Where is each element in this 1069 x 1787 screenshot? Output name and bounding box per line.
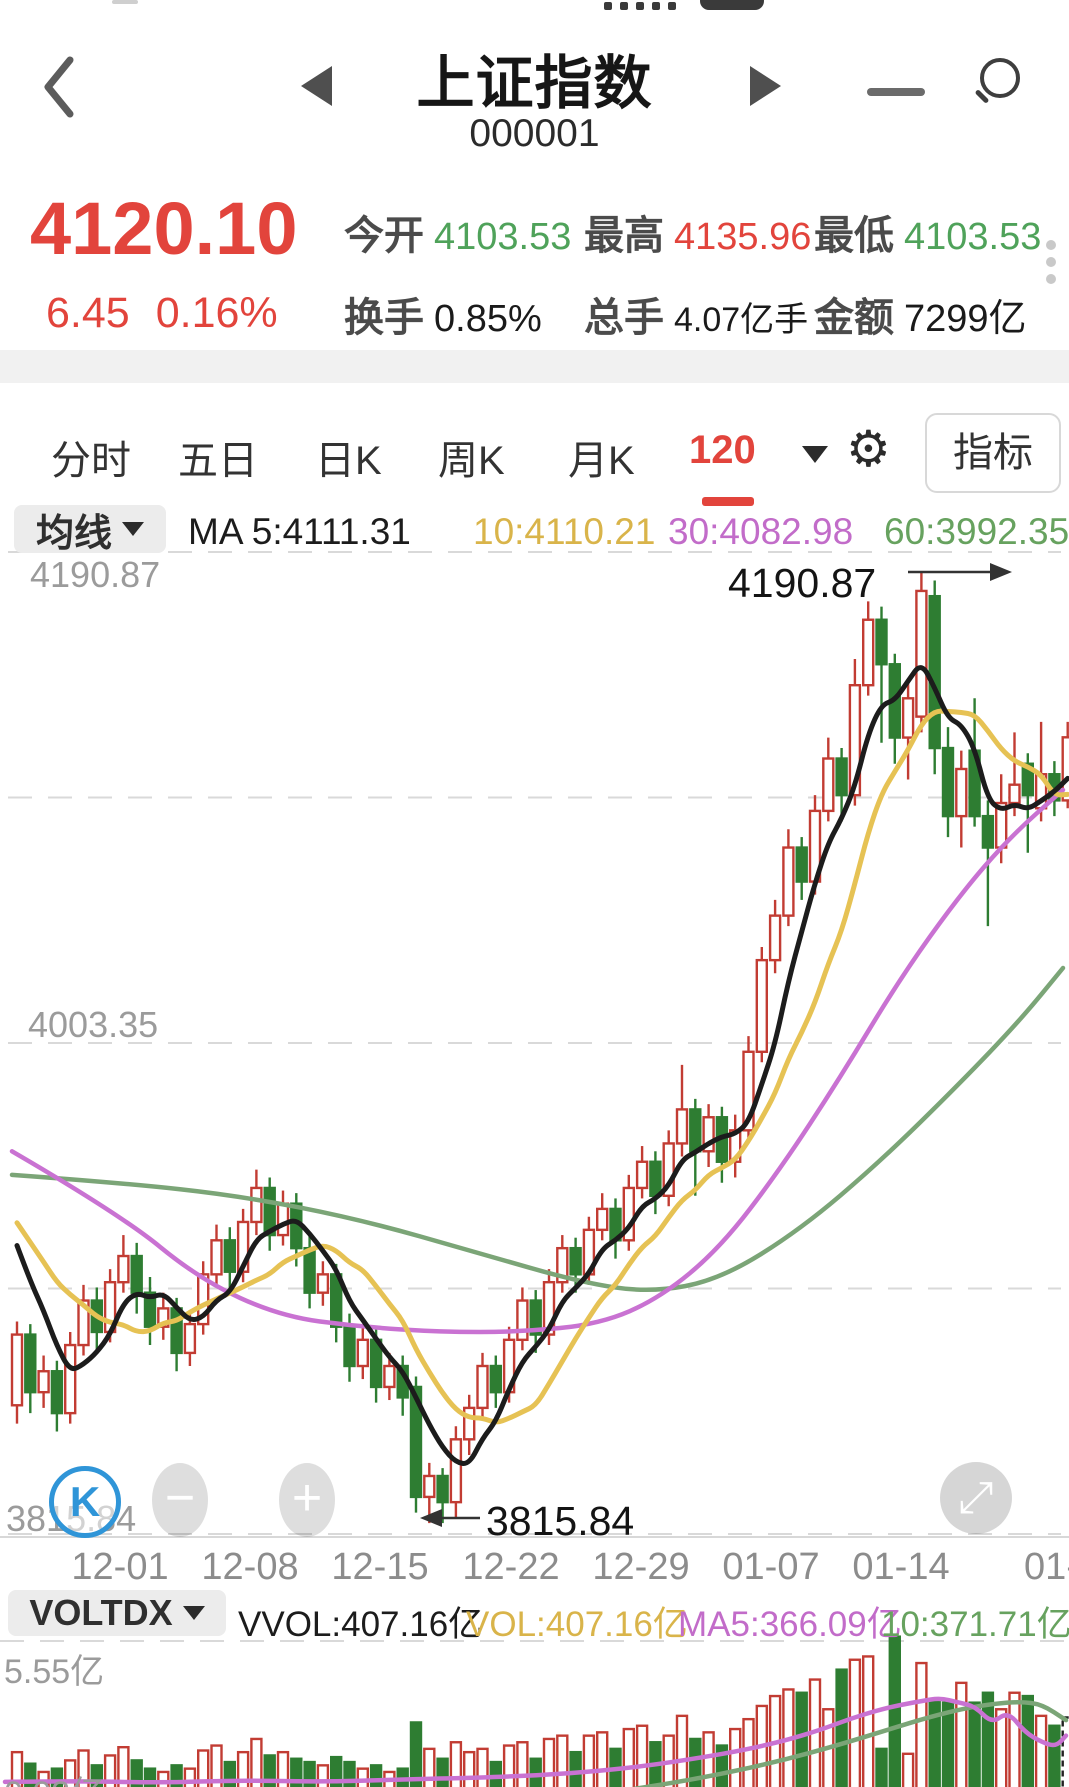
tab-minute[interactable]: 分时 [51,439,131,483]
x-label-6: 01-14 [852,1546,950,1588]
ma5-value: MA 5:4111.31 [188,511,411,552]
back-button[interactable] [38,54,78,120]
minimize-icon[interactable] [867,88,925,96]
stat-low: 最低 4103.53 [814,214,1042,258]
x-label-5: 01-07 [722,1546,820,1588]
tab-daily[interactable]: 日K [315,439,382,483]
tab-weekly[interactable]: 周K [438,439,505,483]
back-chevron-icon [44,56,74,118]
ma60-value: 60:3992.35 [884,511,1069,552]
settings-gear-icon[interactable]: ⚙ [846,421,891,477]
x-label-0: 12-01 [71,1546,169,1588]
wifi-icon [652,2,660,10]
period-dropdown-icon[interactable] [802,446,828,463]
battery-icon [700,0,764,10]
more-pages-indicator[interactable] [1046,240,1056,291]
zoom-in-button[interactable]: + [279,1463,335,1537]
price-change: 6.45 0.16% [46,289,304,338]
chevron-down-icon [182,1606,205,1620]
ma-selector-label: 均线 [35,512,112,555]
volume-indicator-selector[interactable]: VOLTDX [8,1590,226,1636]
x-label-2: 12-15 [331,1546,429,1588]
vvol-value: VVOL:407.16亿 [238,1605,484,1644]
signal-icon [636,2,644,10]
zoom-out-button[interactable]: − [152,1463,208,1537]
vol-value: VOL:407.16亿 [466,1605,688,1644]
wifi-icon [668,2,676,10]
status-icon [112,0,138,4]
search-lens [980,58,1020,98]
stat-open: 今开 4103.53 [344,214,572,258]
stock-code: 000001 [469,112,600,155]
vol-ma10-value: 10:371.71亿 [881,1605,1069,1644]
low-annotation: 3815.84 [486,1498,635,1544]
signal-icon [604,2,612,10]
y-axis-mid-label: 4003.35 [28,1004,159,1045]
kline-logo-button[interactable]: K [49,1466,121,1538]
chevron-down-icon [122,522,144,536]
ma30-value: 30:4082.98 [668,511,854,552]
stat-high: 最高 4135.96 [584,214,812,258]
change-percent: 0.16% [155,289,278,337]
x-label-3: 12-22 [462,1546,560,1588]
tab-monthly[interactable]: 月K [568,439,635,483]
ma-selector[interactable]: 均线 [14,505,166,555]
prev-stock-button[interactable] [301,66,332,106]
next-stock-button[interactable] [750,66,781,106]
page-title: 上证指数 [416,51,653,116]
last-price: 4120.10 [30,187,298,270]
tab-120min-active[interactable]: 120 [689,428,756,472]
volume-axis-max-label: 5.55亿 [4,1653,105,1691]
status-bar [0,0,1069,14]
indicator-button[interactable]: 指标 [925,413,1061,493]
x-label-7: 01- [1024,1546,1069,1588]
vol-ma5-value: MA5:366.09亿 [678,1605,902,1644]
change-value: 6.45 [46,289,130,337]
tab-5day[interactable]: 五日 [178,439,258,483]
stat-amount: 金额 7299亿 [814,296,1027,340]
section-divider [0,350,1069,383]
volume-selector-label: VOLTDX [29,1592,173,1633]
signal-icon [620,2,628,10]
y-axis-max-label: 4190.87 [30,554,161,595]
x-label-1: 12-08 [201,1546,299,1588]
volume-axis-min-label: 0.03亿 [4,1766,104,1787]
search-icon[interactable] [972,56,1020,106]
x-label-4: 12-29 [592,1546,690,1588]
ma10-value: 10:4110.21 [473,511,656,552]
fullscreen-expand-button[interactable]: ⤢ [940,1462,1012,1534]
stat-turnover: 换手 0.85% [344,296,542,340]
stat-volume: 总手 4.07亿手 [584,296,809,340]
high-annotation: 4190.87 [728,560,877,606]
active-tab-indicator [702,497,754,506]
